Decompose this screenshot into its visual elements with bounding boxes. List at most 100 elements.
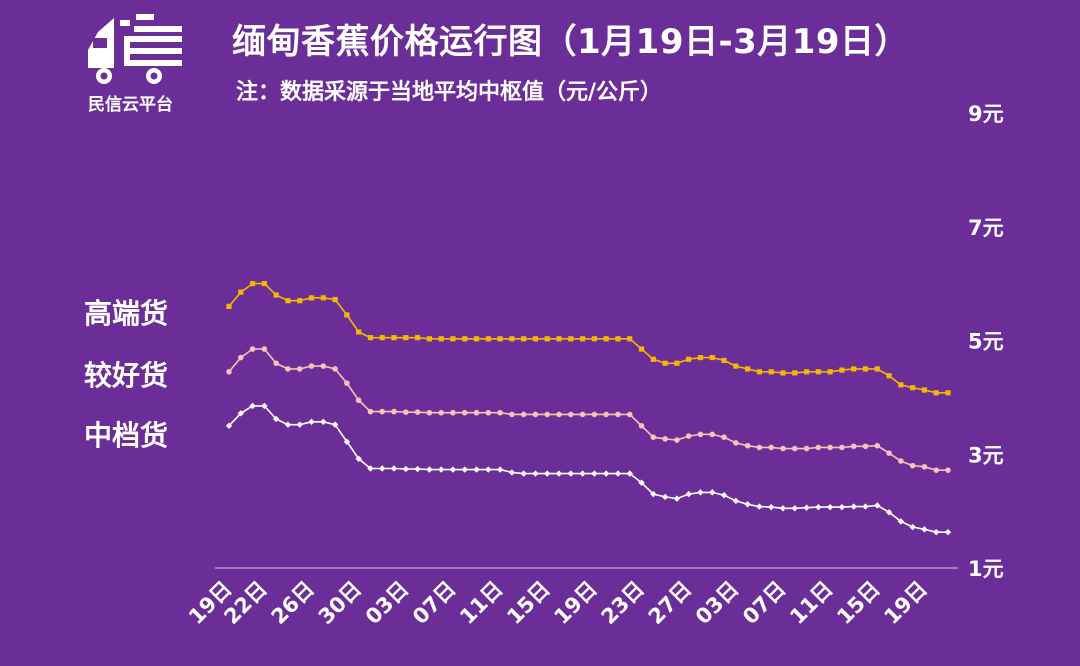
data-point xyxy=(367,408,374,415)
data-point xyxy=(237,354,244,361)
data-point xyxy=(390,465,398,472)
data-point xyxy=(426,409,433,416)
data-point xyxy=(331,421,339,428)
data-point xyxy=(320,418,327,426)
data-point xyxy=(261,402,268,410)
data-point xyxy=(449,466,457,473)
data-point xyxy=(226,303,232,309)
data-point xyxy=(768,444,774,451)
x-tick-label: 15日 xyxy=(832,577,884,629)
x-tick-label: 27日 xyxy=(644,577,696,629)
data-point xyxy=(627,336,633,342)
data-point xyxy=(791,505,798,512)
data-point xyxy=(862,366,869,372)
data-point xyxy=(650,434,657,440)
data-point xyxy=(909,523,916,531)
x-tick-label: 07日 xyxy=(738,577,790,629)
x-tick-label: 03日 xyxy=(691,577,743,629)
data-point xyxy=(568,411,574,418)
x-tick-label: 15日 xyxy=(502,577,554,629)
y-tick-label: 7元 xyxy=(968,216,1004,240)
y-tick-label: 1元 xyxy=(968,557,1004,581)
data-point xyxy=(462,336,468,342)
data-point xyxy=(886,373,892,379)
data-point xyxy=(261,281,267,287)
data-point xyxy=(343,438,351,445)
data-point xyxy=(555,470,563,477)
data-point xyxy=(297,298,303,304)
data-point xyxy=(403,409,409,415)
data-point xyxy=(438,336,444,342)
data-point xyxy=(568,336,574,342)
data-point xyxy=(332,366,338,372)
data-point xyxy=(344,312,350,318)
data-point xyxy=(532,411,539,418)
data-point xyxy=(556,336,562,342)
data-point xyxy=(697,354,704,361)
brand-name: 民信云平台 xyxy=(88,95,173,115)
data-point xyxy=(944,528,952,536)
data-point xyxy=(733,363,739,369)
data-point xyxy=(709,489,716,496)
data-point xyxy=(485,466,492,473)
data-point xyxy=(721,434,727,440)
data-point xyxy=(273,292,279,298)
data-point xyxy=(650,490,657,498)
data-point xyxy=(661,493,669,501)
data-point xyxy=(320,363,327,369)
data-point xyxy=(579,470,586,477)
data-point xyxy=(367,335,374,341)
data-point xyxy=(827,369,833,375)
data-point xyxy=(355,455,362,462)
data-point xyxy=(732,497,740,505)
data-point xyxy=(898,382,904,388)
x-tick-label: 19日 xyxy=(879,577,931,629)
data-point xyxy=(580,336,586,342)
data-point xyxy=(249,281,256,287)
data-point xyxy=(792,370,798,376)
data-point xyxy=(721,357,727,364)
data-point xyxy=(767,503,775,511)
data-point xyxy=(803,369,810,375)
data-point xyxy=(851,366,857,372)
data-point xyxy=(909,462,916,469)
data-point xyxy=(591,411,598,418)
data-point xyxy=(272,415,280,423)
data-point xyxy=(556,411,562,418)
data-point xyxy=(709,431,716,438)
data-point xyxy=(226,368,232,375)
truck-icon xyxy=(88,14,182,84)
data-point xyxy=(308,418,315,426)
data-point xyxy=(697,431,704,438)
data-point xyxy=(520,411,527,418)
data-point xyxy=(355,397,362,404)
data-point xyxy=(638,346,645,352)
data-point xyxy=(839,444,845,451)
data-point xyxy=(602,470,610,477)
data-point xyxy=(296,421,303,428)
data-point xyxy=(532,470,539,477)
data-point xyxy=(391,408,397,415)
data-point xyxy=(779,505,787,512)
data-point xyxy=(473,409,480,416)
data-point xyxy=(509,336,515,342)
y-tick-label: 3元 xyxy=(968,443,1004,467)
data-point xyxy=(391,335,397,341)
data-point xyxy=(603,411,609,418)
chart-subtitle: 注：数据采源于当地平均中枢值（元/公斤） xyxy=(236,80,663,105)
data-point xyxy=(886,450,892,456)
data-point xyxy=(249,402,256,410)
data-point xyxy=(850,503,857,510)
data-point xyxy=(674,437,680,443)
data-point xyxy=(815,369,821,375)
data-point xyxy=(933,467,940,473)
data-point xyxy=(614,470,622,477)
data-point xyxy=(485,336,491,342)
brand-logo: 民信云平台 xyxy=(84,10,194,115)
data-point xyxy=(638,423,645,429)
data-point xyxy=(626,411,633,418)
data-point xyxy=(662,360,668,366)
data-point xyxy=(567,470,575,477)
data-point xyxy=(544,336,550,342)
